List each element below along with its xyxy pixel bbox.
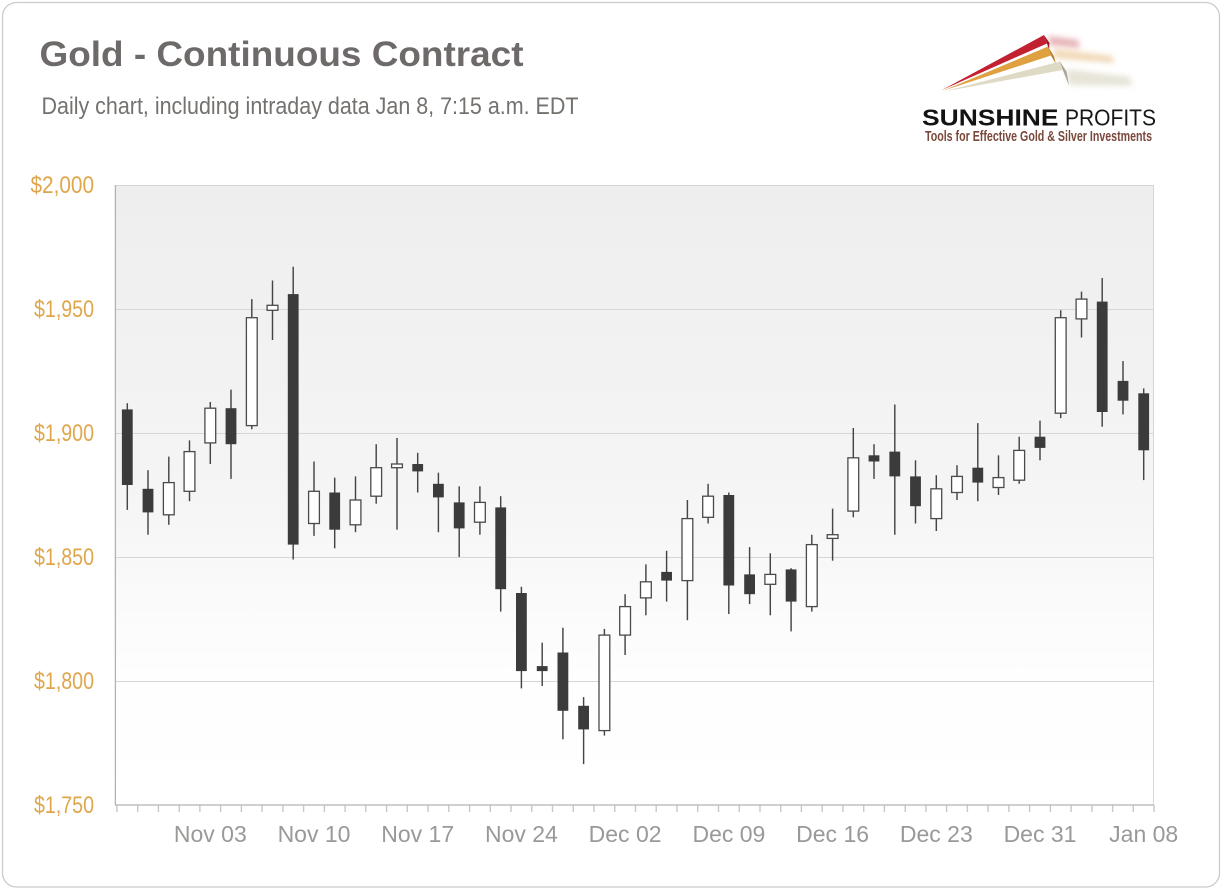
svg-text:Jan 08: Jan 08 (1109, 821, 1178, 847)
svg-text:Dec 23: Dec 23 (900, 821, 973, 847)
svg-text:SUNSHINE: SUNSHINE (922, 105, 1059, 131)
svg-text:Dec 09: Dec 09 (692, 821, 765, 847)
svg-text:$1,900: $1,900 (34, 420, 94, 447)
svg-text:Nov 17: Nov 17 (381, 821, 454, 847)
svg-text:$2,000: $2,000 (31, 172, 95, 199)
svg-text:Nov 03: Nov 03 (174, 821, 247, 847)
svg-text:Gold - Continuous Contract: Gold - Continuous Contract (40, 35, 524, 74)
svg-text:Nov 24: Nov 24 (485, 821, 558, 847)
svg-text:$1,750: $1,750 (34, 792, 94, 819)
svg-text:Daily chart, including intrada: Daily chart, including intraday data Jan… (42, 93, 579, 120)
svg-text:Tools for Effective Gold & Sil: Tools for Effective Gold & Silver Invest… (925, 129, 1152, 145)
svg-text:$1,850: $1,850 (34, 544, 94, 571)
svg-text:Nov 10: Nov 10 (278, 821, 351, 847)
svg-text:Dec 16: Dec 16 (796, 821, 869, 847)
svg-text:$1,950: $1,950 (34, 296, 94, 323)
svg-text:Dec 31: Dec 31 (1004, 821, 1077, 847)
svg-text:PROFITS: PROFITS (1065, 105, 1156, 131)
svg-text:$1,800: $1,800 (34, 668, 94, 695)
svg-text:Dec 02: Dec 02 (589, 821, 662, 847)
